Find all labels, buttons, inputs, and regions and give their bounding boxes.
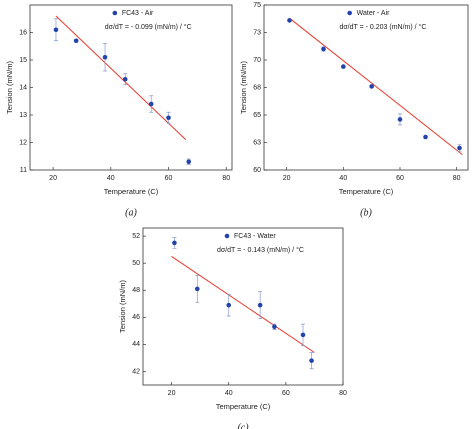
legend-label: Water - Air bbox=[357, 10, 390, 17]
y-tick-label: 73 bbox=[253, 29, 261, 36]
y-axis-label: Tension (mN/m) bbox=[118, 280, 127, 333]
x-tick-label: 60 bbox=[282, 390, 290, 397]
data-point bbox=[397, 117, 403, 122]
x-tick-label: 20 bbox=[283, 175, 291, 182]
y-tick-label: 70 bbox=[253, 57, 261, 64]
y-axis-label: Tension (mN/m) bbox=[239, 61, 248, 114]
annotation: dσ/dT = - 0.203 (mN/m) / °C bbox=[339, 23, 426, 31]
data-point bbox=[341, 64, 346, 69]
data-point bbox=[300, 332, 306, 338]
data-point bbox=[53, 27, 59, 33]
y-tick-label: 65 bbox=[253, 112, 261, 119]
fit-line bbox=[171, 256, 315, 353]
data-point bbox=[102, 54, 108, 60]
data-point bbox=[122, 76, 128, 82]
x-axis-label: Temperature (C) bbox=[216, 402, 271, 411]
y-tick-label: 63 bbox=[253, 139, 261, 146]
data-point bbox=[172, 240, 177, 246]
y-tick-label: 75 bbox=[253, 2, 261, 9]
data-point bbox=[287, 18, 292, 23]
fit-line bbox=[55, 15, 187, 141]
y-tick-label: 50 bbox=[132, 260, 140, 267]
y-tick-label: 46 bbox=[132, 314, 140, 321]
y-tick-label: 14 bbox=[19, 84, 27, 91]
caption: (c) bbox=[237, 422, 249, 429]
annotation: dσ/dT = - 0.099 (mN/m) / °C bbox=[105, 23, 192, 31]
legend-marker bbox=[347, 10, 352, 16]
y-tick-label: 13 bbox=[19, 112, 27, 119]
y-tick-label: 42 bbox=[132, 368, 140, 375]
x-tick-label: 20 bbox=[168, 390, 176, 397]
data-point bbox=[321, 46, 326, 52]
x-tick-label: 40 bbox=[225, 390, 233, 397]
legend-marker bbox=[224, 233, 230, 239]
plot-frame bbox=[142, 227, 344, 386]
y-tick-label: 11 bbox=[20, 167, 27, 174]
y-tick-label: 12 bbox=[19, 139, 27, 146]
x-tick-label: 60 bbox=[165, 175, 173, 182]
y-tick-label: 60 bbox=[253, 167, 261, 174]
x-tick-label: 40 bbox=[339, 175, 347, 182]
data-point bbox=[423, 134, 428, 140]
x-axis-label: Temperature (C) bbox=[339, 187, 394, 196]
x-axis-label: Temperature (C) bbox=[104, 187, 159, 196]
caption: (b) bbox=[360, 207, 372, 218]
x-tick-label: 80 bbox=[222, 175, 230, 182]
data-point bbox=[73, 38, 79, 44]
y-tick-label: 48 bbox=[132, 287, 140, 294]
y-tick-label: 15 bbox=[19, 57, 27, 64]
data-point bbox=[194, 286, 200, 292]
x-tick-label: 80 bbox=[339, 390, 347, 397]
legend-marker bbox=[112, 10, 118, 16]
y-tick-label: 16 bbox=[19, 29, 27, 36]
data-point bbox=[257, 302, 263, 308]
data-point bbox=[186, 159, 192, 165]
x-tick-label: 20 bbox=[49, 175, 57, 182]
data-point bbox=[166, 115, 171, 121]
y-axis-label: Tension (mN/m) bbox=[5, 61, 14, 114]
x-tick-label: 80 bbox=[453, 175, 461, 182]
data-point bbox=[226, 302, 232, 308]
data-point bbox=[369, 84, 374, 89]
legend-label: FC43 - Air bbox=[122, 10, 154, 17]
caption: (a) bbox=[125, 207, 137, 218]
data-point bbox=[148, 101, 154, 107]
data-point bbox=[309, 358, 314, 363]
data-point bbox=[272, 324, 277, 330]
x-tick-label: 60 bbox=[396, 175, 404, 182]
y-tick-label: 52 bbox=[132, 233, 140, 240]
data-point bbox=[457, 145, 462, 151]
annotation: dσ/dT = - 0.143 (mN/m) / °C bbox=[217, 246, 304, 254]
legend-label: FC43 - Water bbox=[234, 233, 276, 240]
fit-line bbox=[289, 17, 463, 155]
x-tick-label: 40 bbox=[107, 175, 115, 182]
y-tick-label: 68 bbox=[253, 84, 261, 91]
y-tick-label: 44 bbox=[132, 341, 140, 348]
